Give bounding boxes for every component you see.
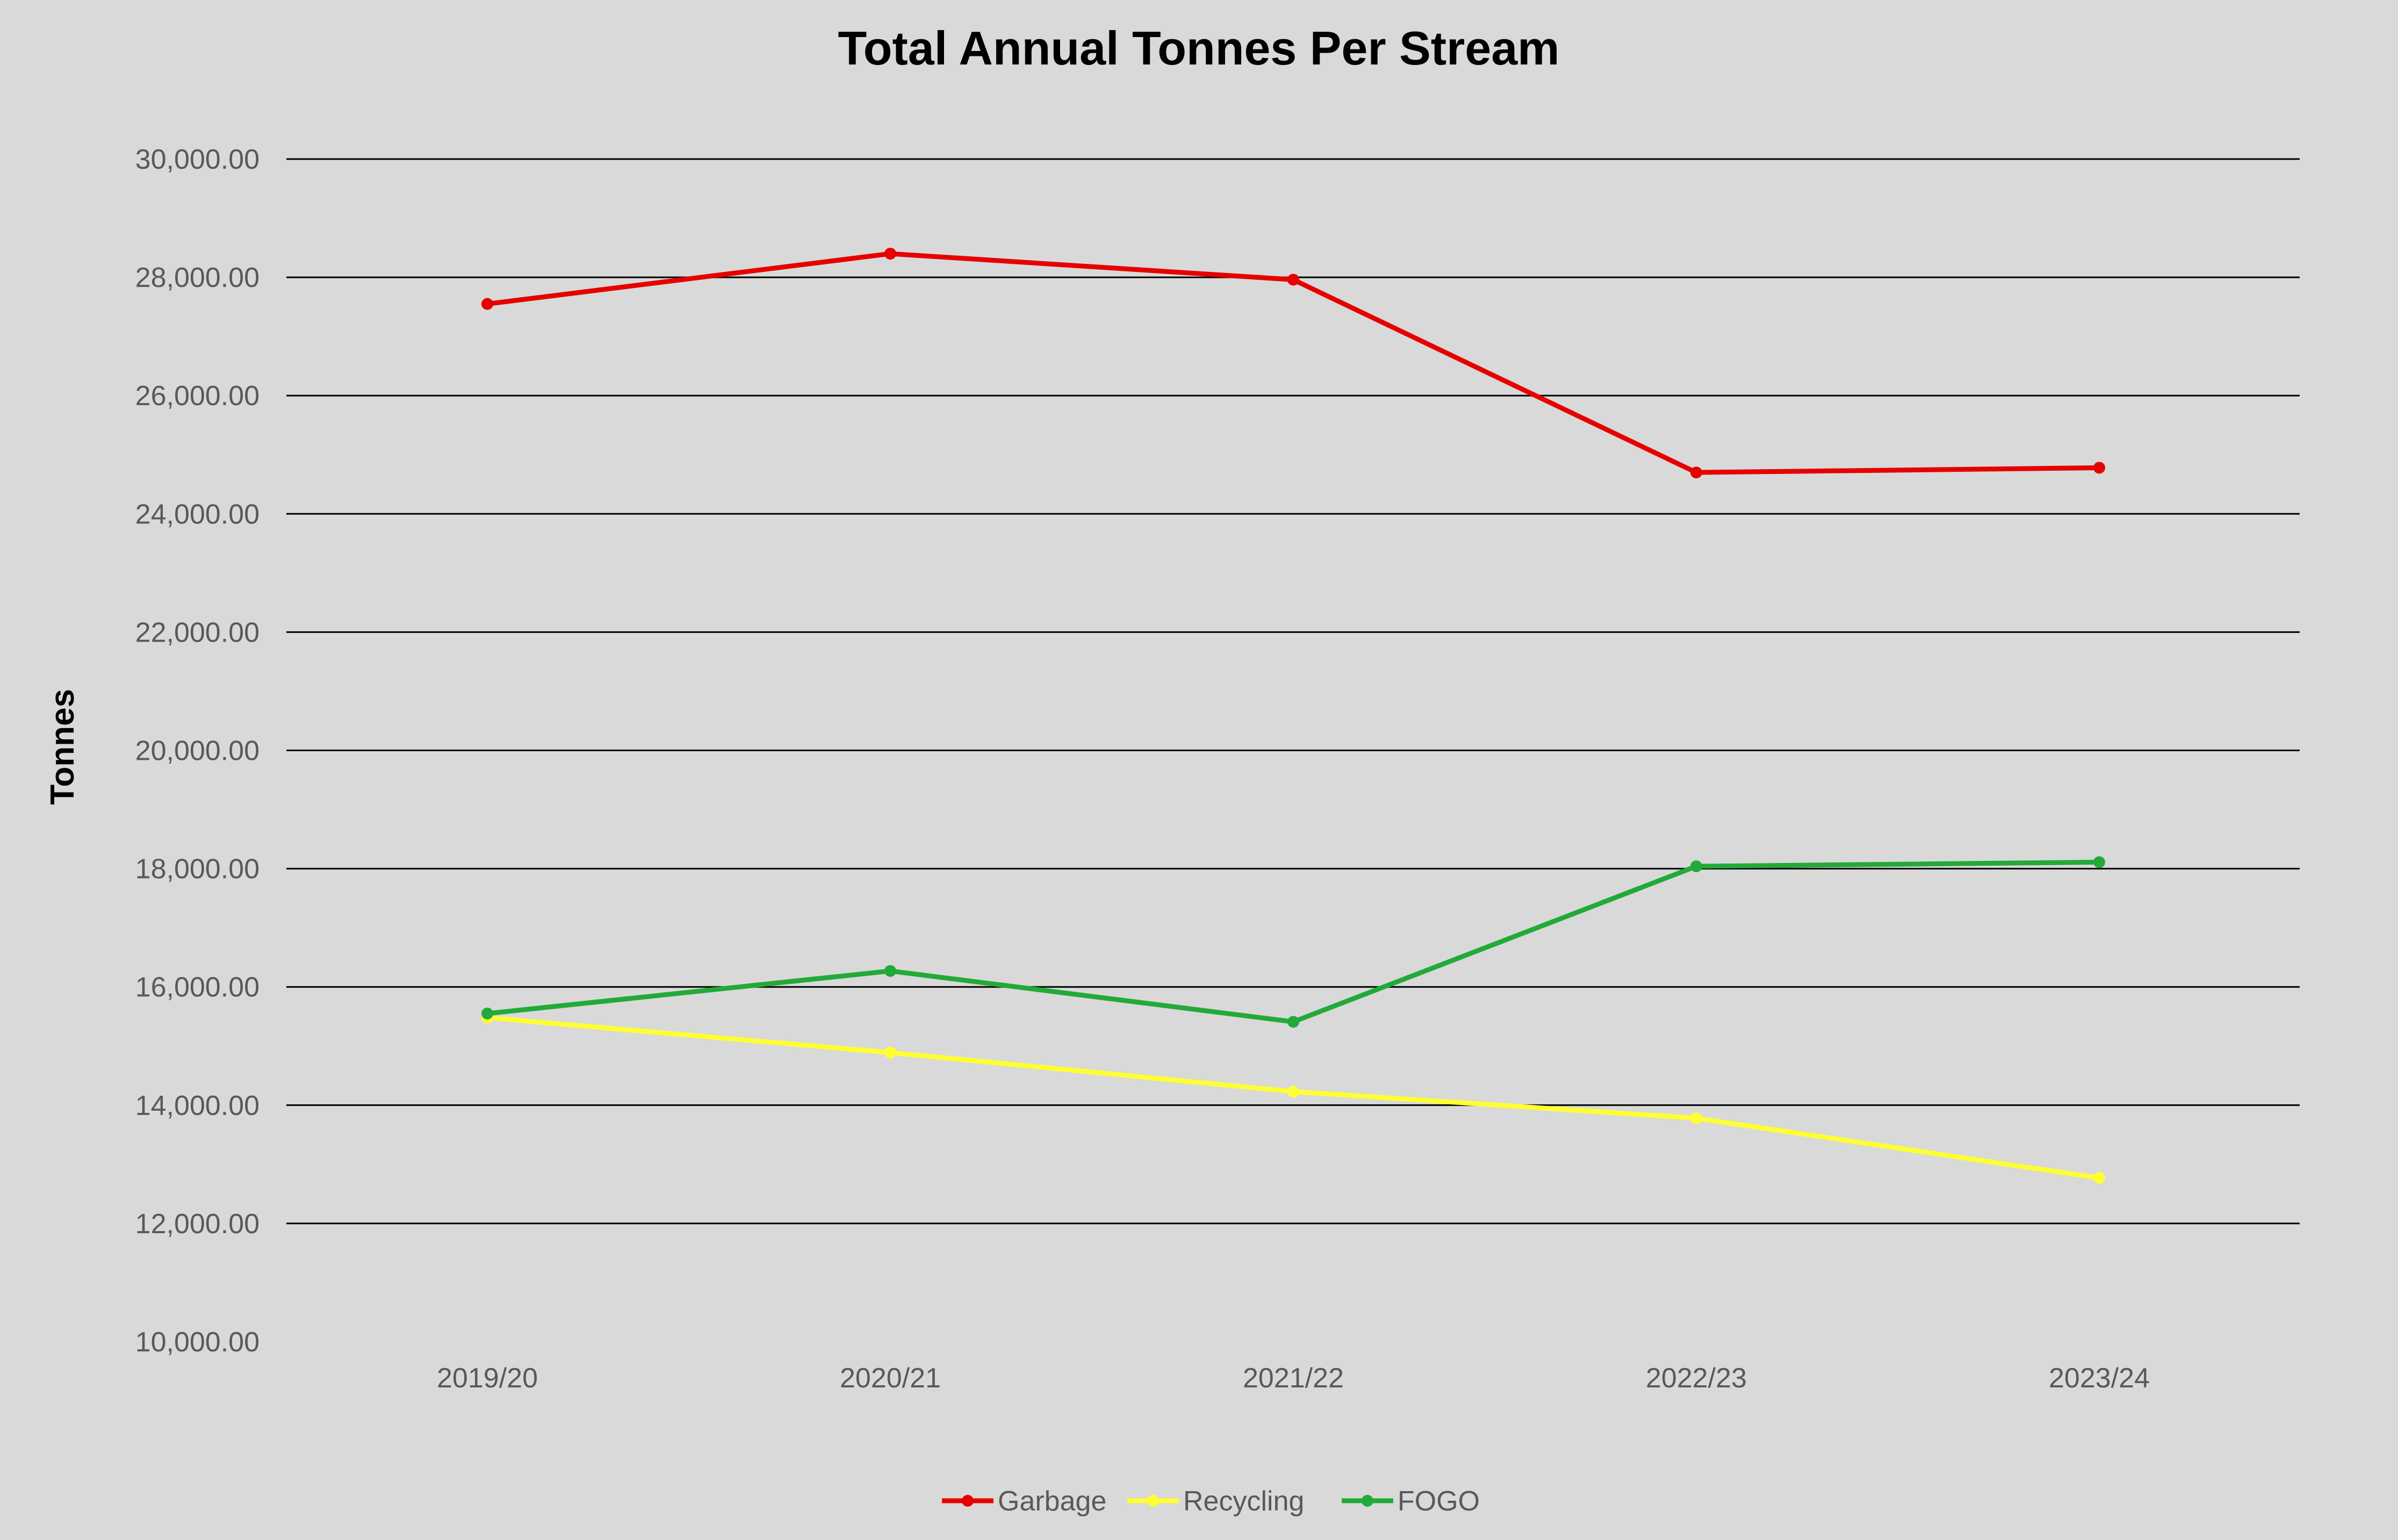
data-point-garbage <box>1690 466 1702 479</box>
legend-label-fogo: FOGO <box>1398 1486 1480 1517</box>
y-tick-label: 16,000.00 <box>135 972 260 1003</box>
y-tick-label: 22,000.00 <box>135 617 260 648</box>
y-axis-title: Tonnes <box>44 689 81 805</box>
y-tick-label: 14,000.00 <box>135 1090 260 1121</box>
x-tick-label: 2021/22 <box>1243 1363 1344 1394</box>
data-point-fogo <box>1690 860 1702 873</box>
legend-marker-recycling <box>1147 1495 1159 1507</box>
data-point-fogo <box>884 965 896 977</box>
legend-marker-garbage <box>962 1495 974 1507</box>
legend-label-garbage: Garbage <box>998 1486 1106 1517</box>
data-point-recycling <box>884 1046 896 1059</box>
legend: Garbage Recycling FOGO <box>942 1486 1480 1517</box>
chart-title: Total Annual Tonnes Per Stream <box>838 21 1559 75</box>
y-tick-label: 18,000.00 <box>135 854 260 885</box>
x-tick-label: 2022/23 <box>1646 1363 1747 1394</box>
data-point-garbage <box>2093 462 2105 474</box>
y-tick-label: 12,000.00 <box>135 1208 260 1240</box>
legend-label-recycling: Recycling <box>1183 1486 1304 1517</box>
x-axis-ticks: 2019/20 2020/21 2021/22 2022/23 2023/24 <box>437 1363 2150 1394</box>
data-point-recycling <box>1690 1112 1702 1125</box>
y-tick-label: 30,000.00 <box>135 144 260 175</box>
data-point-fogo <box>2093 856 2105 868</box>
data-point-recycling <box>1287 1085 1299 1098</box>
data-point-garbage <box>481 298 493 310</box>
series-layer <box>481 248 2105 1184</box>
y-tick-label: 10,000.00 <box>135 1327 260 1358</box>
y-tick-label: 28,000.00 <box>135 262 260 293</box>
y-axis-ticks: 10,000.00 12,000.00 14,000.00 16,000.00 18,0… <box>135 144 260 1358</box>
x-tick-label: 2019/20 <box>437 1363 538 1394</box>
legend-marker-fogo <box>1362 1495 1373 1507</box>
data-point-recycling <box>2093 1172 2105 1184</box>
data-point-fogo <box>481 1008 493 1020</box>
data-point-garbage <box>1287 274 1299 286</box>
x-tick-label: 2020/21 <box>840 1363 941 1394</box>
data-point-fogo <box>1287 1016 1299 1028</box>
x-tick-label: 2023/24 <box>2049 1363 2150 1394</box>
y-tick-label: 26,000.00 <box>135 380 260 412</box>
y-tick-label: 20,000.00 <box>135 736 260 767</box>
data-point-garbage <box>884 248 896 260</box>
y-tick-label: 24,000.00 <box>135 499 260 530</box>
